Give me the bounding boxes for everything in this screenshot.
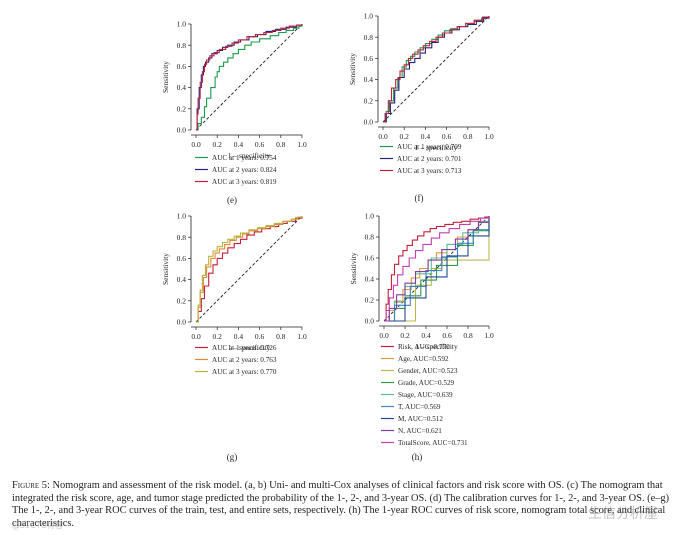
y-axis-label: Sensitivity — [161, 61, 170, 93]
y-tick-label: 0.0 — [364, 118, 374, 127]
reference-diagonal — [382, 15, 490, 123]
y-tick-label: 1.0 — [177, 212, 187, 221]
x-tick-label: 0.4 — [421, 331, 431, 340]
legend-label: AUC at 1 years: 0.726 — [212, 344, 277, 352]
y-tick-label: 1.0 — [365, 212, 375, 221]
y-axis-label: Sensitivity — [348, 53, 357, 85]
y-tick-label: 0.4 — [365, 275, 375, 284]
panel-label: (e) — [227, 195, 237, 205]
x-tick-label: 1.0 — [297, 140, 307, 149]
x-tick-label: 0.4 — [234, 140, 244, 149]
y-tick-label: 0.4 — [177, 83, 187, 92]
legend-label: TotalScore, AUC=0.731 — [398, 439, 468, 447]
x-tick-label: 0.6 — [442, 132, 452, 141]
legend-label: AUC at 3 years: 0.819 — [212, 178, 277, 186]
x-tick-label: 0.6 — [442, 331, 452, 340]
y-tick-label: 0.8 — [177, 41, 187, 50]
y-tick-label: 0.8 — [364, 33, 374, 42]
panel-label: (f) — [415, 193, 424, 203]
watermark-text: 生信分析屋 — [588, 506, 658, 522]
legend-label: T, AUC=0.569 — [398, 403, 441, 411]
legend-label: N, AUC=0.621 — [398, 427, 442, 435]
y-tick-label: 0.2 — [365, 296, 375, 305]
y-tick-label: 0.6 — [364, 54, 374, 63]
legend-label: AUC at 2 years: 0.701 — [397, 155, 462, 163]
x-tick-label: 0.0 — [191, 140, 201, 149]
legend-label: Risk, AUC=0.770 — [398, 343, 450, 351]
roc-series-line — [384, 216, 490, 322]
x-tick-label: 0.2 — [213, 332, 223, 341]
y-tick-label: 0.0 — [177, 126, 187, 135]
y-tick-label: 0.0 — [365, 317, 375, 326]
legend-label: Age, AUC=0.592 — [398, 355, 449, 363]
x-tick-label: 0.6 — [255, 140, 265, 149]
roc-series-line — [384, 216, 490, 322]
roc-series-line — [384, 216, 490, 322]
y-tick-label: 0.6 — [365, 254, 375, 263]
roc-panel-4: 0.0 0.2 0.4 0.6 0.8 1.0 0.0 0.2 0.4 0.6 0.8 1.0 1 – … — [349, 212, 494, 462]
roc-panel-1: 0.0 0.2 0.4 0.6 0.8 1.0 0.0 0.2 0.4 0.6 0.8 1.0 1 – … — [161, 20, 307, 205]
x-tick-label: 0.8 — [463, 132, 473, 141]
x-tick-label: 1.0 — [484, 132, 494, 141]
y-tick-label: 1.0 — [177, 20, 187, 29]
x-tick-label: 0.2 — [213, 140, 223, 149]
y-tick-label: 0.2 — [177, 296, 187, 305]
y-tick-label: 0.4 — [177, 275, 187, 284]
x-tick-label: 1.0 — [297, 332, 307, 341]
legend-label: Stage, AUC=0.639 — [398, 391, 453, 399]
legend-label: AUC at 2 years: 0.763 — [212, 356, 277, 364]
y-tick-label: 0.8 — [365, 233, 375, 242]
panel-label: (g) — [227, 452, 238, 462]
x-axis-label: 1 – specificity — [228, 343, 271, 352]
y-tick-label: 0.6 — [177, 254, 187, 263]
legend-label: AUC at 1 years: 0.709 — [397, 143, 462, 151]
caption-label: Figure 5: — [12, 480, 50, 491]
x-axis-label: 1 – specificity — [415, 342, 458, 351]
roc-series-line — [383, 16, 490, 123]
y-tick-label: 0.4 — [364, 75, 374, 84]
legend-label: Grade, AUC=0.529 — [398, 379, 455, 387]
y-tick-label: 1.0 — [364, 12, 374, 21]
x-tick-label: 0.8 — [463, 331, 473, 340]
x-axis-label: 1 – specificity — [415, 143, 458, 152]
caption-text: Nomogram and assessment of the risk mode… — [12, 480, 670, 529]
y-tick-label: 0.8 — [177, 233, 187, 242]
y-tick-label: 0.6 — [177, 62, 187, 71]
y-tick-label: 0.2 — [177, 104, 187, 113]
roc-series-line — [196, 24, 303, 131]
y-axis-label: Sensitivity — [349, 252, 358, 284]
legend-label: Gender, AUC=0.523 — [398, 367, 458, 375]
x-tick-label: 0.0 — [378, 132, 388, 141]
x-tick-label: 0.8 — [276, 332, 286, 341]
x-tick-label: 0.2 — [400, 331, 410, 340]
roc-series-line — [196, 24, 303, 131]
legend-label: AUC at 3 years: 0.713 — [397, 167, 462, 175]
panel-label: (h) — [412, 452, 423, 462]
legend-label: AUC at 3 years: 0.770 — [212, 368, 277, 376]
watermark-small-text: @51CTO博客 — [12, 521, 63, 530]
roc-series-line — [384, 216, 490, 322]
x-tick-label: 0.8 — [276, 140, 286, 149]
x-tick-label: 0.4 — [421, 132, 431, 141]
y-axis-label: Sensitivity — [161, 253, 170, 285]
legend-label: AUC at 1 years: 0.754 — [212, 154, 277, 162]
roc-series-line — [384, 216, 490, 322]
roc-series-line — [196, 216, 303, 323]
y-tick-label: 0.2 — [364, 96, 374, 105]
roc-panel-3: 0.0 0.2 0.4 0.6 0.8 1.0 0.0 0.2 0.4 0.6 0.8 1.0 1 – … — [161, 212, 307, 462]
legend-label: AUC at 2 years: 0.824 — [212, 166, 277, 174]
x-tick-label: 0.4 — [234, 332, 244, 341]
x-tick-label: 0.0 — [379, 331, 389, 340]
roc-series-line — [383, 16, 490, 123]
x-tick-label: 0.2 — [400, 132, 410, 141]
x-tick-label: 1.0 — [484, 331, 494, 340]
x-tick-label: 0.6 — [255, 332, 265, 341]
figure-caption: Figure 5: Nomogram and assessment of the… — [12, 480, 674, 530]
x-axis-label: 1 – specificity — [228, 151, 271, 160]
y-tick-label: 0.0 — [177, 318, 187, 327]
roc-panel-2: 0.0 0.2 0.4 0.6 0.8 1.0 0.0 0.2 0.4 0.6 0.8 1.0 1 – … — [348, 12, 494, 203]
x-tick-label: 0.0 — [191, 332, 201, 341]
legend-label: M, AUC=0.512 — [398, 415, 443, 423]
